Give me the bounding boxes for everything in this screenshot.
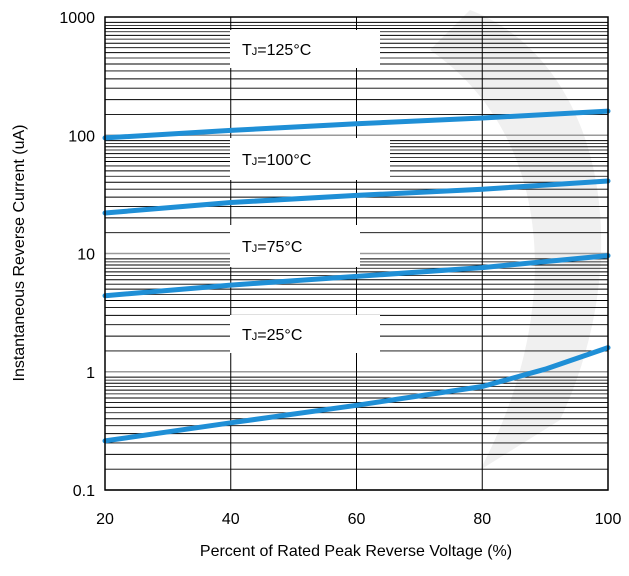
series-label-backdrop [230, 138, 390, 180]
y-tick-label: 10 [77, 247, 95, 264]
x-tick-label: 80 [473, 511, 491, 528]
series-line [102, 345, 611, 444]
plot-frame [104, 16, 609, 491]
x-tick-label: 100 [595, 511, 622, 528]
series-label: TJ=75°C [242, 239, 302, 256]
series-line [102, 108, 611, 141]
y-tick-label: 1000 [59, 10, 95, 27]
series-labels: TJ=125°C TJ=100°C TJ=75°C TJ=25°C [230, 30, 390, 353]
series-line [102, 253, 611, 299]
series-label: TJ=25°C [242, 327, 302, 344]
series-label: TJ=125°C [242, 42, 311, 59]
x-tick-label: 60 [348, 511, 366, 528]
watermark-shape [430, 10, 602, 470]
tick-labels: 20 40 60 80 100 0.1 1 10 100 1000 [59, 10, 621, 528]
series-label-backdrop [230, 30, 380, 68]
y-tick-label: 0.1 [73, 483, 95, 500]
series-label-backdrop [230, 315, 380, 353]
y-tick-label: 1 [86, 365, 95, 382]
series-line [102, 178, 611, 216]
x-tick-label: 20 [96, 511, 114, 528]
series-label-backdrop [230, 225, 360, 267]
x-tick-label: 40 [222, 511, 240, 528]
series-lines [102, 108, 611, 444]
series-label: TJ=100°C [242, 152, 311, 169]
y-axis-label: Instantaneous Reverse Current (uA) [11, 124, 28, 381]
x-axis-label: Percent of Rated Peak Reverse Voltage (%… [200, 543, 512, 560]
y-tick-label: 100 [68, 128, 95, 145]
